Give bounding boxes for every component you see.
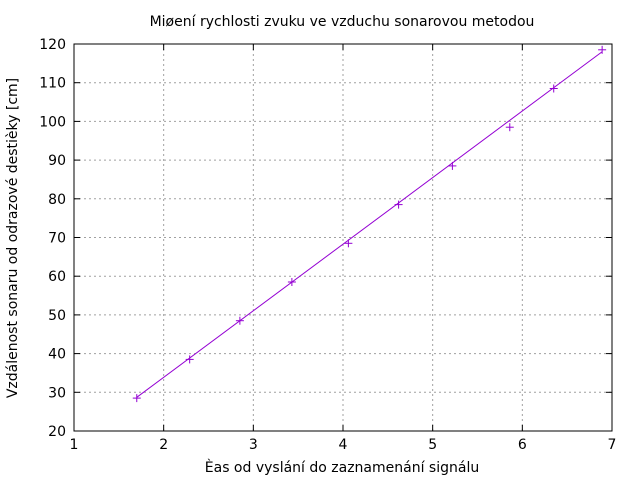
axis-ticks: 1 2 3 4 5 6 7 20 30 40 50 60 70 80 90 100 110 120 <box>39 37 616 453</box>
y-axis-label: Vzdálenost sonaru od odrazové destièky [… <box>5 78 21 398</box>
data-point <box>598 45 607 54</box>
y-tick-label: 100 <box>39 114 66 130</box>
y-tick-label: 80 <box>48 192 66 208</box>
series-layer <box>132 45 607 403</box>
data-point <box>287 278 296 287</box>
chart-title: Miøení rychlosti zvuku ve vzduchu sonaro… <box>150 14 535 30</box>
fit-line <box>136 51 603 398</box>
x-tick-label: 6 <box>518 437 527 453</box>
y-tick-label: 20 <box>48 424 66 440</box>
data-point <box>235 316 244 325</box>
x-tick-label: 2 <box>159 437 168 453</box>
data-point <box>394 200 403 209</box>
y-tick-label: 50 <box>48 308 66 324</box>
data-point <box>549 84 558 93</box>
data-point <box>185 355 194 364</box>
y-tick-label: 70 <box>48 231 66 247</box>
data-point <box>132 394 141 403</box>
y-tick-label: 90 <box>48 153 66 169</box>
x-tick-label: 1 <box>70 437 79 453</box>
data-point <box>505 123 514 132</box>
data-point <box>344 239 353 248</box>
x-tick-label: 4 <box>339 437 348 453</box>
y-tick-label: 120 <box>39 37 66 53</box>
x-tick-label: 7 <box>608 437 617 453</box>
plot-frame <box>73 43 613 432</box>
y-tick-label: 110 <box>39 76 66 92</box>
y-tick-label: 30 <box>48 385 66 401</box>
x-axis-label: Èas od vyslání do zaznamenání signálu <box>205 459 479 476</box>
data-point <box>448 161 457 170</box>
y-tick-label: 40 <box>48 347 66 363</box>
x-tick-label: 3 <box>249 437 258 453</box>
y-tick-label: 60 <box>48 269 66 285</box>
x-tick-label: 5 <box>428 437 437 453</box>
